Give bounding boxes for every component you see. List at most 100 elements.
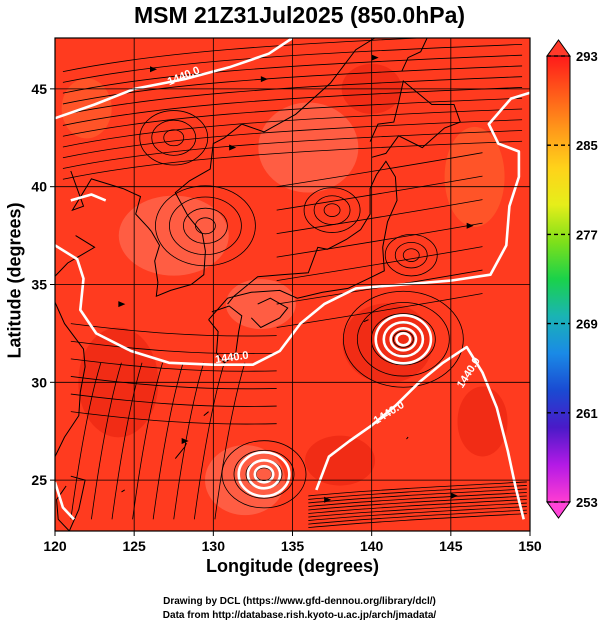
streamline-arrow (466, 222, 474, 229)
credit-line-2: Data from http://database.rish.kyoto-u.a… (162, 610, 437, 621)
colorbar: 293 285 277 269 261 253 (546, 39, 598, 519)
y-tick-label: 30 (31, 374, 47, 390)
closed-low-contour (374, 313, 433, 365)
streamline (70, 376, 277, 390)
contour-label: 1440.0 (214, 350, 249, 367)
streamline (308, 499, 527, 514)
contour-line (55, 481, 75, 521)
streamline-eddy (139, 110, 209, 166)
chart-title: MSM 21Z31Jul2025 (850.0hPa) (133, 2, 466, 28)
colorbar-tick-label: 285 (576, 138, 598, 153)
coastline (151, 38, 376, 297)
streamline-eddy (313, 195, 351, 225)
streamline (62, 76, 523, 116)
colorbar-tick-label: 269 (576, 317, 598, 332)
streamline (70, 358, 277, 372)
colorbar-ticks: 293 285 277 269 261 253 (547, 49, 598, 510)
coastline (70, 170, 152, 233)
x-tick-label: 150 (518, 538, 542, 554)
field-patch (444, 126, 505, 227)
streamline (276, 246, 483, 281)
streamline-eddy (342, 290, 464, 388)
streamline-arrow (181, 438, 189, 445)
credit-line-1: Drawing by DCL (https://www.gfd-dennou.o… (163, 596, 436, 607)
streamline (91, 362, 122, 520)
streamline-eddy (384, 233, 438, 277)
streamline (173, 362, 205, 520)
y-tick-label: 35 (31, 277, 47, 293)
streamline (152, 362, 184, 520)
closed-low-contour (246, 458, 282, 490)
coastline (401, 38, 428, 72)
streamline (132, 362, 163, 520)
streamline (70, 323, 277, 337)
streamline-eddy (392, 330, 414, 348)
x-tick-label: 140 (360, 538, 384, 554)
plot-area (55, 38, 530, 531)
streamline-eddy (163, 129, 185, 147)
streamline (308, 495, 527, 511)
streamline (308, 481, 527, 497)
streamline-arrow (150, 66, 157, 73)
coastline (174, 442, 187, 459)
coastline (121, 489, 125, 493)
y-tick-label: 40 (31, 179, 47, 195)
geopotential-contours (55, 38, 530, 521)
y-tick-label: 45 (31, 81, 47, 97)
x-axis-label: Longitude (degrees) (205, 556, 379, 576)
y-axis-label: Latitude (degrees) (4, 202, 25, 359)
axis-ticks: 120 125 130 135 140 145 150 25 30 35 40 45 (31, 81, 541, 554)
field-patch (258, 102, 359, 193)
streamline-arrow (324, 496, 332, 503)
closed-low-contour (382, 320, 425, 358)
coastline (363, 319, 369, 323)
streamline (70, 411, 277, 425)
x-tick-label: 145 (439, 538, 463, 554)
coastline (208, 305, 243, 364)
field-patch (225, 279, 296, 330)
streamline (111, 362, 143, 520)
streamline (62, 140, 523, 180)
coastline (203, 411, 209, 416)
streamline (214, 362, 246, 520)
streamline (308, 492, 527, 507)
streamline (62, 87, 523, 126)
x-tick-label: 125 (122, 538, 146, 554)
streamline-eddy (151, 119, 197, 156)
streamline (276, 269, 483, 305)
streamline (276, 222, 483, 258)
streamline-eddy (233, 449, 295, 499)
streamline (308, 513, 527, 529)
streamline (70, 393, 277, 407)
contour-line (315, 345, 525, 520)
coastline (55, 235, 96, 459)
colorbar-top-arrow (546, 39, 571, 57)
gridlines (55, 38, 530, 531)
streamline-eddy (402, 248, 420, 262)
streamline-eddy (394, 241, 428, 269)
contour-line (70, 193, 107, 202)
streamline-eddy (356, 302, 450, 377)
x-tick-label: 120 (43, 538, 67, 554)
closed-low-contour (395, 331, 412, 347)
streamline (62, 65, 523, 105)
streamline-eddy (183, 207, 228, 244)
closed-low-contour (389, 326, 418, 352)
streamline (308, 506, 527, 521)
streamline (70, 362, 102, 520)
streamline-arrow (371, 54, 379, 61)
colorbar-tick-label: 253 (576, 495, 598, 510)
streamline-eddy (303, 187, 361, 233)
streamline (276, 199, 483, 235)
streamline (276, 152, 483, 188)
streamline (62, 108, 523, 148)
streamline (308, 488, 527, 504)
streamline-eddy (323, 203, 341, 217)
streamline (62, 130, 523, 169)
streamline (62, 97, 523, 137)
x-tick-label: 130 (202, 538, 226, 554)
colorbar-bottom-arrow (546, 501, 571, 519)
streamline-arrow (260, 76, 268, 83)
streamline (62, 38, 427, 73)
